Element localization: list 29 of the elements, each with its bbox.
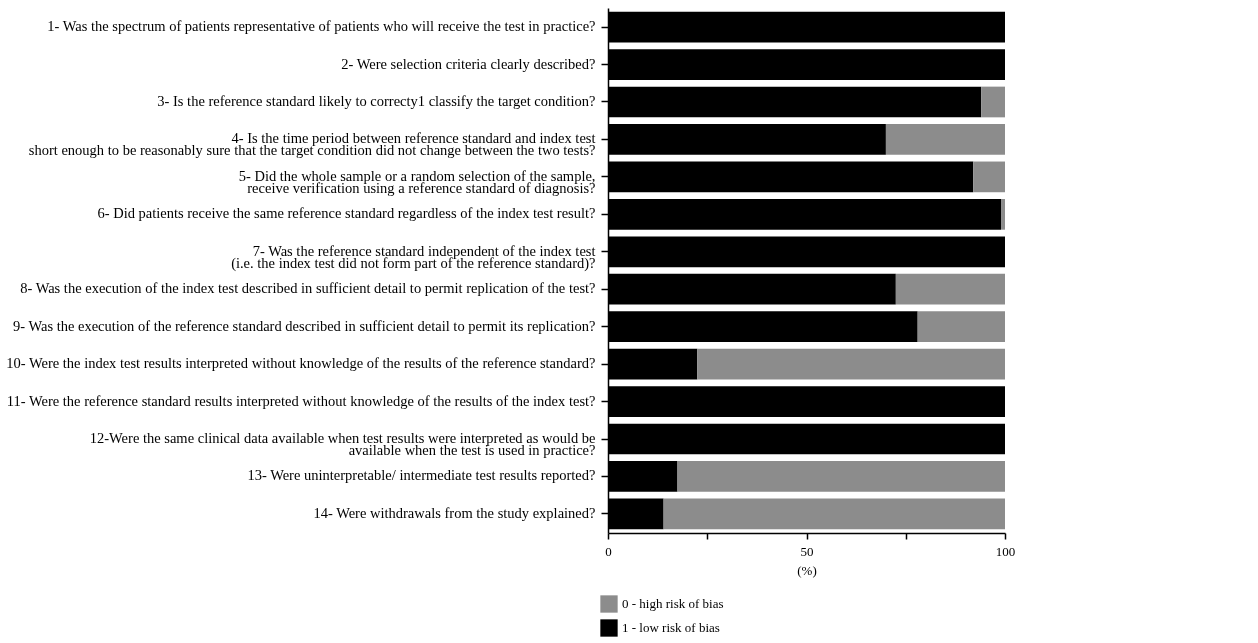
bar (663, 498, 1005, 530)
y-tick-label: 5- Did the whole sample or a random selection of the sample, receive verification using a reference standard of diagnosis? (238, 167, 596, 196)
y-tick-label: 13- Were uninterpretable/ intermediate test results reported? (247, 467, 596, 484)
bar (895, 273, 1005, 305)
y-tick-label: 7- Was the reference standard independent of the index test (i.e. the index test did not form part of the reference standard)? (231, 242, 596, 272)
bar (1001, 198, 1005, 230)
y-tick-label: 11- Were the reference standard results interpreted without knowledge of the results of the index test? (6, 392, 596, 409)
x-tick-label: 100 (995, 543, 1016, 559)
y-tick-label: 2- Were selection criteria clearly described? (341, 55, 596, 72)
x-tick-label: 0 (605, 543, 612, 559)
y-tick-label: 6- Did patients receive the same reference standard regardless of the index test result? (97, 205, 596, 222)
y-tick-label: 10- Were the index test results interpreted without knowledge of the results of the reference standard? (6, 355, 596, 372)
x-tick-label: 50 (800, 543, 814, 559)
y-tick-label: 8- Was the execution of the index test described in sufficient detail to permit replication of the test? (20, 280, 596, 297)
bar (885, 124, 1005, 155)
x-axis-title: (%) (797, 562, 817, 578)
bar (917, 311, 1005, 343)
y-tick-label: 1- Was the spectrum of patients representative of patients who will receive the test in practice? (47, 18, 596, 35)
legend-label: 1 - low risk of bias (622, 620, 720, 635)
y-tick-label: 9- Was the execution of the reference standard described in sufficient detail to permit its replication? (12, 317, 596, 334)
bar (677, 461, 1005, 492)
bar (973, 161, 1005, 193)
y-tick-label: 4- Is the time period between reference standard and index test short enough to be reasonably sure that the target condition did not change between the two tests? (28, 130, 596, 159)
bar (697, 348, 1005, 380)
y-tick-label: 12-Were the same clinical data available when test results were interpreted as would be available when the test is used in practice? (89, 430, 596, 459)
bar (981, 86, 1005, 118)
y-tick-label: 14- Were withdrawals from the study explained? (313, 504, 596, 521)
legend-label: 0 - high risk of bias (622, 596, 724, 611)
y-tick-label: 3- Is the reference standard likely to correcty1 classify the target condition? (157, 92, 596, 109)
